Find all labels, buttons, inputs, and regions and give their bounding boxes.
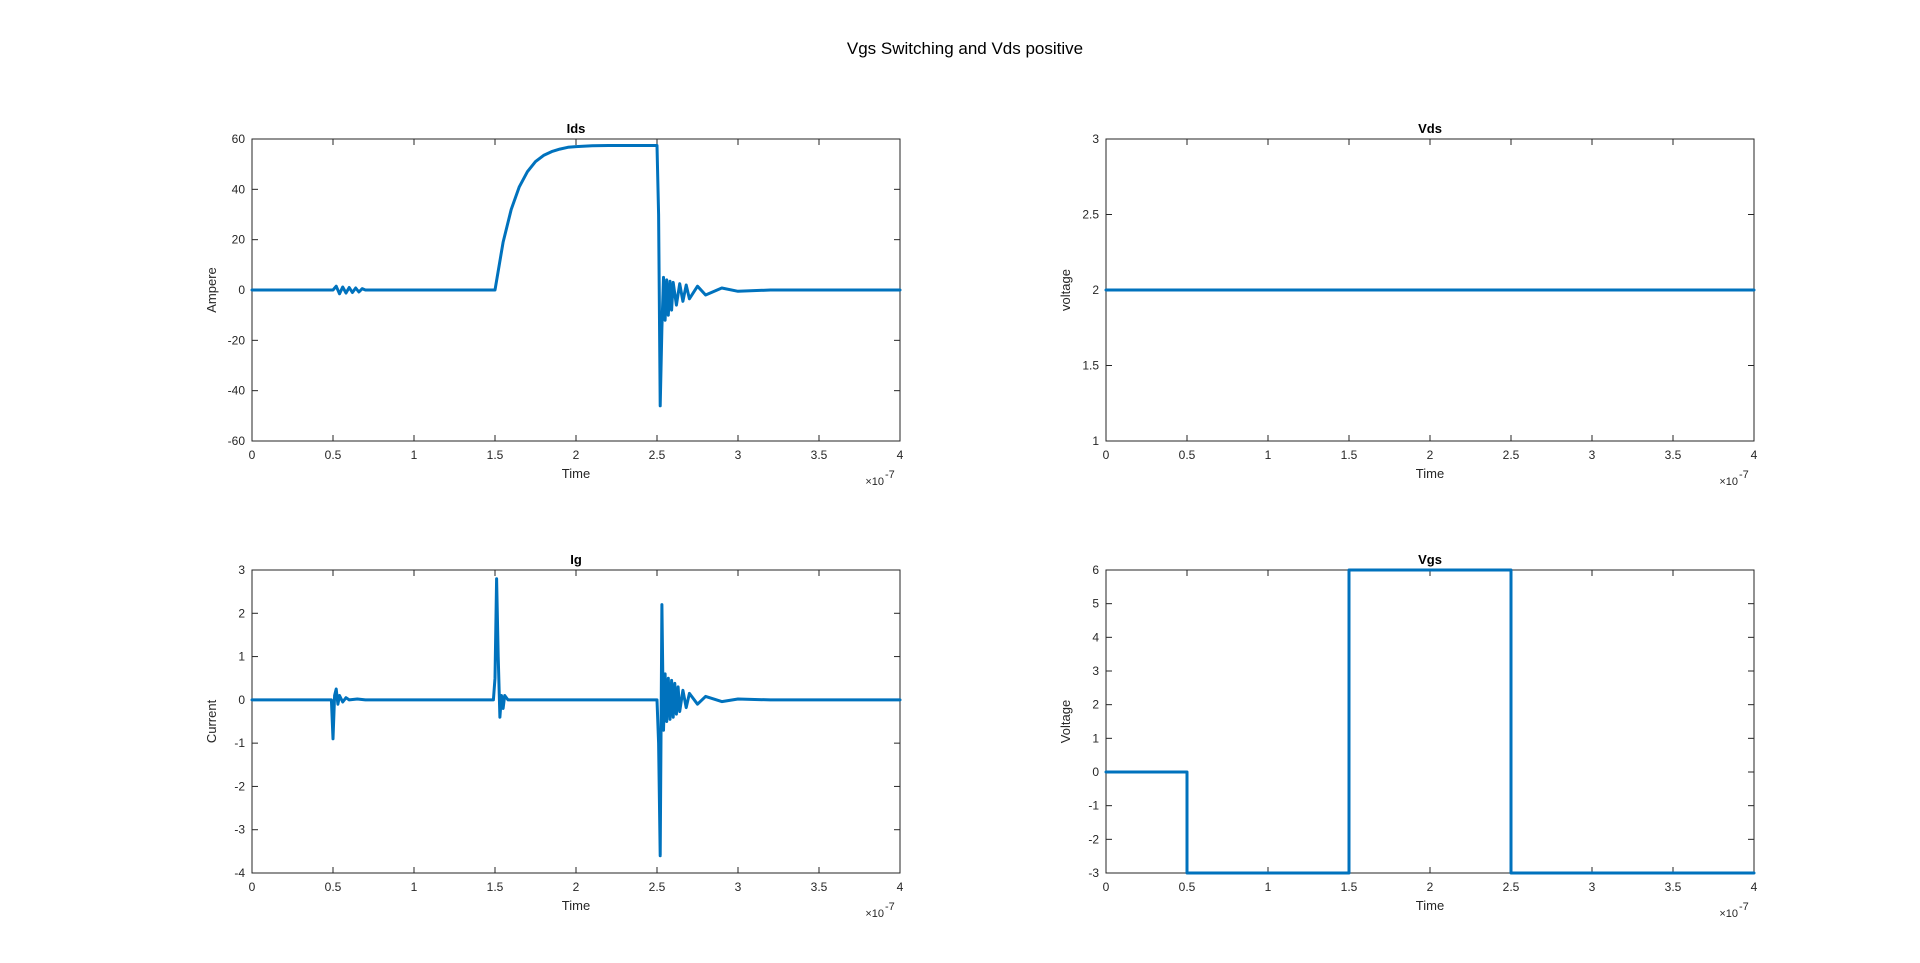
x-tick-label: 3 bbox=[735, 448, 742, 462]
x-tick-label: 3.5 bbox=[811, 448, 828, 462]
y-tick-label: -1 bbox=[1088, 799, 1099, 813]
subplot-title: Ig bbox=[570, 552, 582, 567]
x-tick-label: 1 bbox=[411, 880, 418, 894]
y-tick-label: -3 bbox=[1088, 866, 1099, 880]
x-exponent-power: -7 bbox=[885, 469, 895, 481]
x-tick-label: 4 bbox=[897, 448, 904, 462]
x-tick-label: 1.5 bbox=[487, 880, 504, 894]
y-tick-label: -2 bbox=[234, 779, 245, 793]
y-tick-label: 20 bbox=[232, 233, 246, 247]
x-tick-label: 2.5 bbox=[649, 880, 666, 894]
y-tick-label: 0 bbox=[238, 283, 245, 297]
x-exponent-label: ×10 bbox=[1719, 908, 1738, 920]
x-tick-label: 4 bbox=[897, 880, 904, 894]
subplot-title: Ids bbox=[567, 121, 586, 136]
y-tick-label: 60 bbox=[232, 132, 246, 146]
y-tick-label: 5 bbox=[1092, 597, 1099, 611]
x-tick-label: 2.5 bbox=[649, 448, 666, 462]
y-tick-label: -40 bbox=[228, 384, 246, 398]
y-tick-label: 2 bbox=[238, 606, 245, 620]
subplot-ids: 0 0.5 1 1.5 2 2.5 3 3.5 4 -60 -40 -20 0 20 40 60 Ids Time… bbox=[204, 121, 904, 488]
x-tick-label: 3 bbox=[1589, 448, 1596, 462]
x-tick-label: 0.5 bbox=[325, 448, 342, 462]
y-tick-label: 0 bbox=[238, 693, 245, 707]
y-tick-label: 2.5 bbox=[1082, 208, 1099, 222]
plot-area-vgs bbox=[1105, 569, 1755, 874]
x-tick-label: 0 bbox=[249, 448, 256, 462]
y-axis-label: Current bbox=[204, 699, 219, 743]
x-tick-label: 2 bbox=[573, 448, 580, 462]
x-exponent-label: ×10 bbox=[865, 908, 884, 920]
x-tick-label: 1 bbox=[1265, 448, 1272, 462]
y-tick-label: 3 bbox=[238, 563, 245, 577]
x-tick-label: 0.5 bbox=[325, 880, 342, 894]
y-tick-label: 2 bbox=[1092, 283, 1099, 297]
y-tick-label: 6 bbox=[1092, 563, 1099, 577]
x-tick-label: 3.5 bbox=[811, 880, 828, 894]
x-exponent-label: ×10 bbox=[865, 476, 884, 488]
x-exponent-power: -7 bbox=[885, 901, 895, 913]
x-tick-label: 1.5 bbox=[1341, 448, 1358, 462]
y-tick-label: 4 bbox=[1092, 630, 1099, 644]
y-tick-label: 1 bbox=[1092, 434, 1099, 448]
y-tick-label: -20 bbox=[228, 333, 246, 347]
subplot-ig: 0 0.5 1 1.5 2 2.5 3 3.5 4 -4 -3 -2 -1 0 1 2 3 Ig Time Curre… bbox=[204, 552, 904, 920]
x-tick-label: 0 bbox=[1103, 880, 1110, 894]
x-tick-label: 3.5 bbox=[1665, 448, 1682, 462]
x-tick-label: 0 bbox=[1103, 448, 1110, 462]
x-axis-label: Time bbox=[562, 466, 590, 481]
x-tick-label: 2.5 bbox=[1503, 448, 1520, 462]
x-tick-label: 1 bbox=[411, 448, 418, 462]
x-tick-label: 1.5 bbox=[1341, 880, 1358, 894]
series-line-vgs bbox=[1104, 568, 1756, 875]
plot-area-ig bbox=[251, 569, 901, 874]
y-tick-label: 2 bbox=[1092, 698, 1099, 712]
y-axis-label: voltage bbox=[1058, 269, 1073, 311]
x-axis-label: Time bbox=[1416, 466, 1444, 481]
x-tick-label: 2 bbox=[1427, 448, 1434, 462]
x-tick-label: 2.5 bbox=[1503, 880, 1520, 894]
y-tick-label: 1 bbox=[238, 650, 245, 664]
y-tick-label: 40 bbox=[232, 182, 246, 196]
subplot-title: Vds bbox=[1418, 121, 1442, 136]
series-line-ig bbox=[250, 577, 902, 858]
figure-title: Vgs Switching and Vds positive bbox=[847, 39, 1083, 58]
x-tick-label: 4 bbox=[1751, 448, 1758, 462]
y-tick-label: -4 bbox=[234, 866, 245, 880]
y-tick-label: 3 bbox=[1092, 132, 1099, 146]
series-line-ids bbox=[250, 144, 902, 408]
x-exponent-power: -7 bbox=[1739, 901, 1749, 913]
x-tick-label: 0.5 bbox=[1179, 448, 1196, 462]
x-exponent-label: ×10 bbox=[1719, 476, 1738, 488]
y-axis-label: Voltage bbox=[1058, 700, 1073, 743]
x-tick-label: 0.5 bbox=[1179, 880, 1196, 894]
x-tick-label: 3 bbox=[735, 880, 742, 894]
subplot-vgs: 0 0.5 1 1.5 2 2.5 3 3.5 4 -3 -2 -1 0 1 2 3 4 5 6 Vgs Time Vol… bbox=[1058, 552, 1758, 920]
y-tick-label: 1.5 bbox=[1082, 359, 1099, 373]
x-tick-label: 4 bbox=[1751, 880, 1758, 894]
y-tick-label: 1 bbox=[1092, 731, 1099, 745]
subplot-vds: 0 0.5 1 1.5 2 2.5 3 3.5 4 1 1.5 2 2.5 3 Vds Time voltage… bbox=[1058, 121, 1758, 488]
subplot-title: Vgs bbox=[1418, 552, 1442, 567]
y-tick-label: -2 bbox=[1088, 832, 1099, 846]
x-exponent-power: -7 bbox=[1739, 469, 1749, 481]
x-tick-label: 3.5 bbox=[1665, 880, 1682, 894]
x-tick-label: 3 bbox=[1589, 880, 1596, 894]
x-tick-label: 1.5 bbox=[487, 448, 504, 462]
x-axis-label: Time bbox=[562, 898, 590, 913]
x-axis-label: Time bbox=[1416, 898, 1444, 913]
y-tick-label: -3 bbox=[234, 823, 245, 837]
x-tick-label: 0 bbox=[249, 880, 256, 894]
y-tick-label: 3 bbox=[1092, 664, 1099, 678]
y-tick-label: -1 bbox=[234, 736, 245, 750]
x-tick-label: 1 bbox=[1265, 880, 1272, 894]
x-tick-label: 2 bbox=[573, 880, 580, 894]
y-tick-label: -60 bbox=[228, 434, 246, 448]
y-axis-label: Ampere bbox=[204, 267, 219, 313]
y-tick-label: 0 bbox=[1092, 765, 1099, 779]
x-tick-label: 2 bbox=[1427, 880, 1434, 894]
